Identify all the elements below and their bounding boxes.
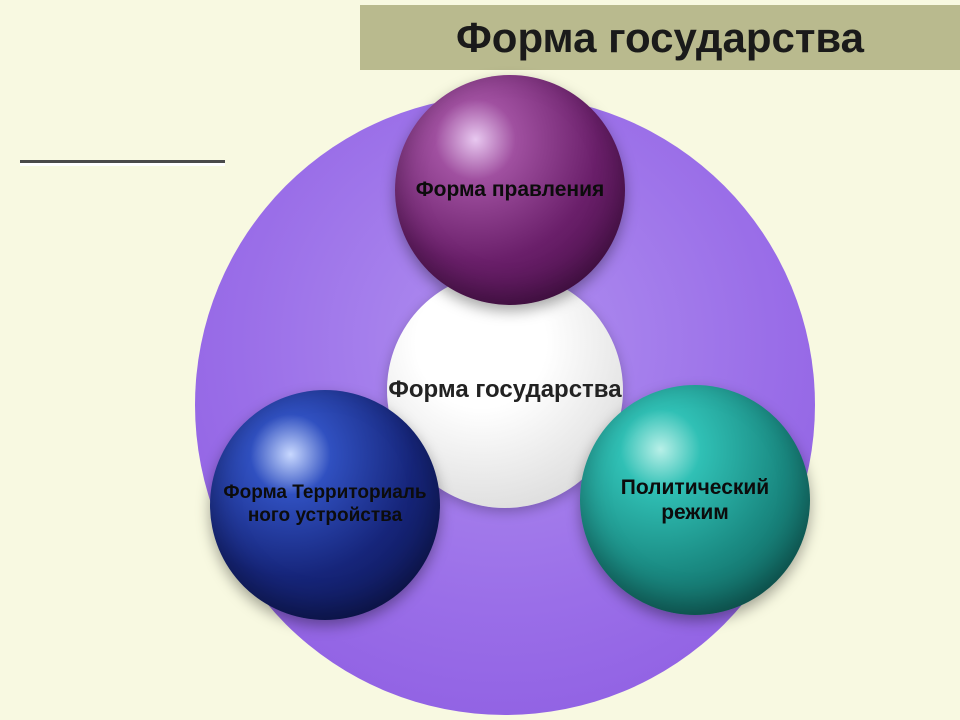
- orbit-node-territorial-structure: Форма Территориаль ного устройства: [210, 390, 440, 620]
- decor-line: [20, 160, 225, 166]
- orbit-label: Политический режим: [580, 475, 810, 525]
- orbit-node-form-of-government: Форма правления: [395, 75, 625, 305]
- slide-title: Форма государства: [456, 14, 864, 62]
- center-node-label: Форма государства: [388, 376, 621, 405]
- orbit-label: Форма Территориаль ного устройства: [210, 482, 440, 528]
- title-bar: Форма государства: [360, 5, 960, 70]
- orbit-label: Форма правления: [404, 177, 617, 202]
- orbit-node-political-regime: Политический режим: [580, 385, 810, 615]
